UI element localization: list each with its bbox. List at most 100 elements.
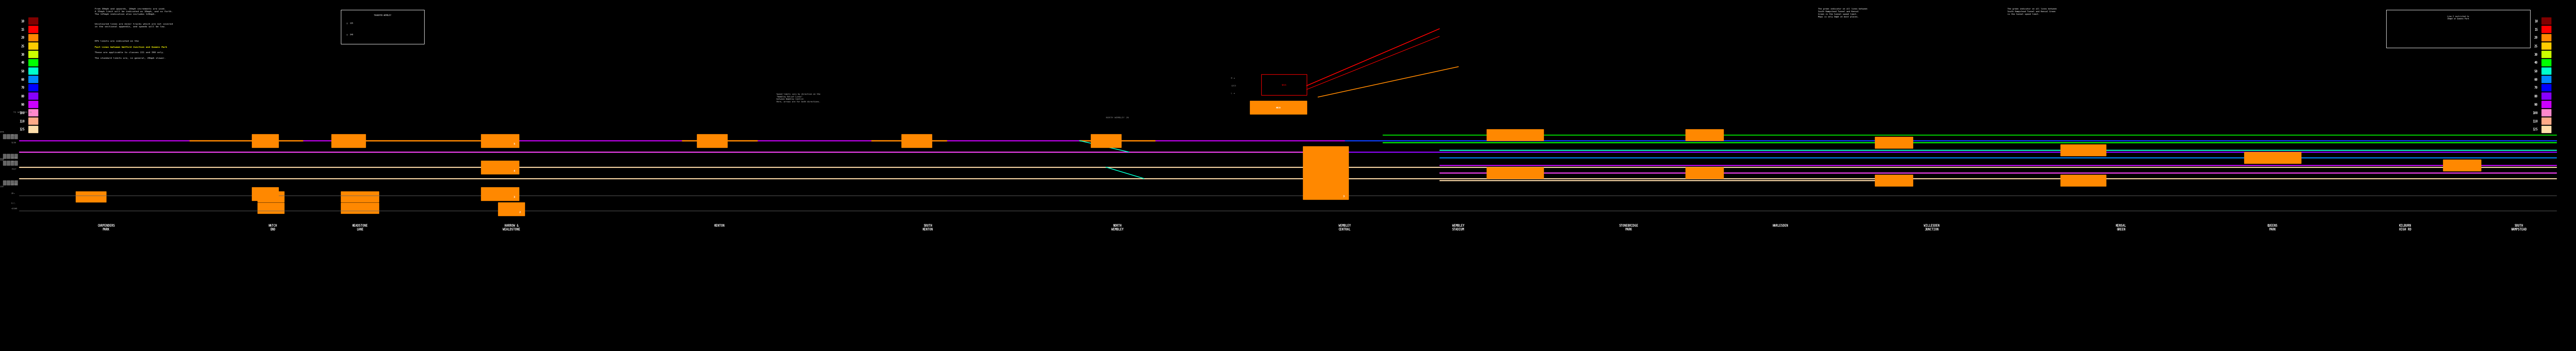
Text: KENTON: KENTON <box>714 224 724 227</box>
Text: From 30mph and upwards, 10mph increments are used.
A 35mph limit will be indicat: From 30mph and upwards, 10mph increments… <box>95 8 173 15</box>
Text: APPR: APPR <box>0 131 5 133</box>
Bar <box>2543 42 2550 49</box>
Bar <box>28 51 39 58</box>
Text: 25: 25 <box>2535 45 2537 48</box>
Bar <box>10 161 13 165</box>
Bar <box>28 101 39 108</box>
Bar <box>15 180 18 185</box>
Bar <box>497 202 526 216</box>
Bar <box>482 187 518 200</box>
Text: CARPENDERS
PARK: CARPENDERS PARK <box>98 224 116 231</box>
Bar <box>2543 92 2550 99</box>
Text: Line 2 restricted to
35mph at Queens Park: Line 2 restricted to 35mph at Queens Par… <box>2447 15 2468 20</box>
Text: LSNT: LSNT <box>0 159 5 161</box>
Text: The green indicator on all lines between
South Hampstead Tunnel and Kensal Green: The green indicator on all lines between… <box>2007 8 2056 18</box>
Bar <box>2543 84 2550 91</box>
Text: 80: 80 <box>21 94 26 98</box>
Text: 100: 100 <box>21 111 26 115</box>
Text: 80: 80 <box>2535 94 2537 98</box>
Text: 30: 30 <box>2535 53 2537 56</box>
Text: WEMBLEY
CENTRAL: WEMBLEY CENTRAL <box>1340 224 1350 231</box>
Bar <box>10 180 13 185</box>
Text: 125: 125 <box>21 128 26 131</box>
Text: 60: 60 <box>21 78 26 81</box>
Text: WILLESDEN
JUNCTION: WILLESDEN JUNCTION <box>1924 224 1940 231</box>
Bar <box>8 161 10 165</box>
Text: NORTH
WEMBLEY: NORTH WEMBLEY <box>1110 224 1123 231</box>
Bar <box>2543 67 2550 74</box>
Bar <box>15 134 18 139</box>
Bar <box>28 126 39 133</box>
Text: 125: 125 <box>2532 128 2537 131</box>
Text: 25: 25 <box>21 45 26 48</box>
Bar <box>8 154 10 158</box>
Bar <box>2543 51 2550 58</box>
Text: HARLESDEN: HARLESDEN <box>1772 224 1788 227</box>
Bar <box>10 154 13 158</box>
Bar <box>28 118 39 124</box>
Text: SDGS: SDGS <box>1283 84 1285 86</box>
Bar <box>2543 18 2550 24</box>
Bar <box>1249 101 1306 114</box>
Text: 50: 50 <box>21 69 26 73</box>
Bar <box>28 92 39 99</box>
Text: 60: 60 <box>2535 78 2537 81</box>
Text: KENSAL
GREEN: KENSAL GREEN <box>2115 224 2125 231</box>
Text: 40: 40 <box>21 61 26 65</box>
Bar <box>28 76 39 82</box>
Text: FAST: FAST <box>10 168 15 170</box>
Bar <box>28 18 39 24</box>
Text: The green indicator on all lines between
South Hampstead Tunnel and Kensal
Green: The green indicator on all lines between… <box>1819 8 1868 18</box>
Bar <box>2244 152 2300 163</box>
Bar <box>28 42 39 49</box>
Text: EPS limits are indicated on the: EPS limits are indicated on the <box>95 40 139 42</box>
Text: TO WATFORD JN: TO WATFORD JN <box>13 111 31 113</box>
Bar <box>1303 169 1347 199</box>
Text: SOUTH
KENTON: SOUTH KENTON <box>922 224 933 231</box>
Bar <box>2543 26 2550 33</box>
Text: 30: 30 <box>21 53 26 56</box>
Bar <box>28 59 39 66</box>
Text: LSNT: LSNT <box>0 186 5 188</box>
Bar <box>2385 10 2530 48</box>
Bar <box>8 134 10 139</box>
Text: These are applicable to classes 221 and 390 only.: These are applicable to classes 221 and … <box>95 52 165 53</box>
Bar <box>3 154 5 158</box>
Bar <box>28 84 39 91</box>
Bar <box>2061 144 2107 156</box>
Bar <box>2543 101 2550 108</box>
Bar <box>3 180 5 185</box>
Text: 15: 15 <box>21 28 26 31</box>
Text: ○  340: ○ 340 <box>348 34 353 35</box>
Bar <box>28 67 39 74</box>
Text: The standard limits are, in general, 20mph slower.: The standard limits are, in general, 20m… <box>95 57 165 59</box>
Bar <box>340 203 379 213</box>
Bar <box>340 191 379 202</box>
Bar <box>28 34 39 41</box>
Text: 90: 90 <box>2535 103 2537 106</box>
Bar <box>28 109 39 116</box>
Text: ←DOWN: ←DOWN <box>10 183 18 185</box>
Text: 70: 70 <box>2535 86 2537 90</box>
Text: ←DOWN: ←DOWN <box>10 208 18 210</box>
Text: 100: 100 <box>2532 111 2537 115</box>
Bar <box>3 134 5 139</box>
Bar <box>15 154 18 158</box>
Text: UP→: UP→ <box>10 160 15 163</box>
Text: SOUTH
HAMPSTEAD: SOUTH HAMPSTEAD <box>2512 224 2527 231</box>
Bar <box>2543 76 2550 82</box>
Bar <box>698 134 726 147</box>
Bar <box>1875 175 1914 186</box>
Bar <box>28 26 39 33</box>
Text: 110: 110 <box>21 120 26 123</box>
Text: Fast Lines between Watford Junction and Queens Park: Fast Lines between Watford Junction and … <box>95 46 167 48</box>
Text: 20: 20 <box>2535 36 2537 40</box>
Text: HEADSTONE
LANE: HEADSTONE LANE <box>353 224 368 231</box>
Text: 10: 10 <box>2535 20 2537 23</box>
Bar <box>1685 167 1723 179</box>
Text: 70: 70 <box>21 86 26 90</box>
Bar <box>15 161 18 165</box>
Text: L ◄: L ◄ <box>1231 92 1234 94</box>
Bar <box>10 134 13 139</box>
Text: LOCO: LOCO <box>1231 85 1236 87</box>
